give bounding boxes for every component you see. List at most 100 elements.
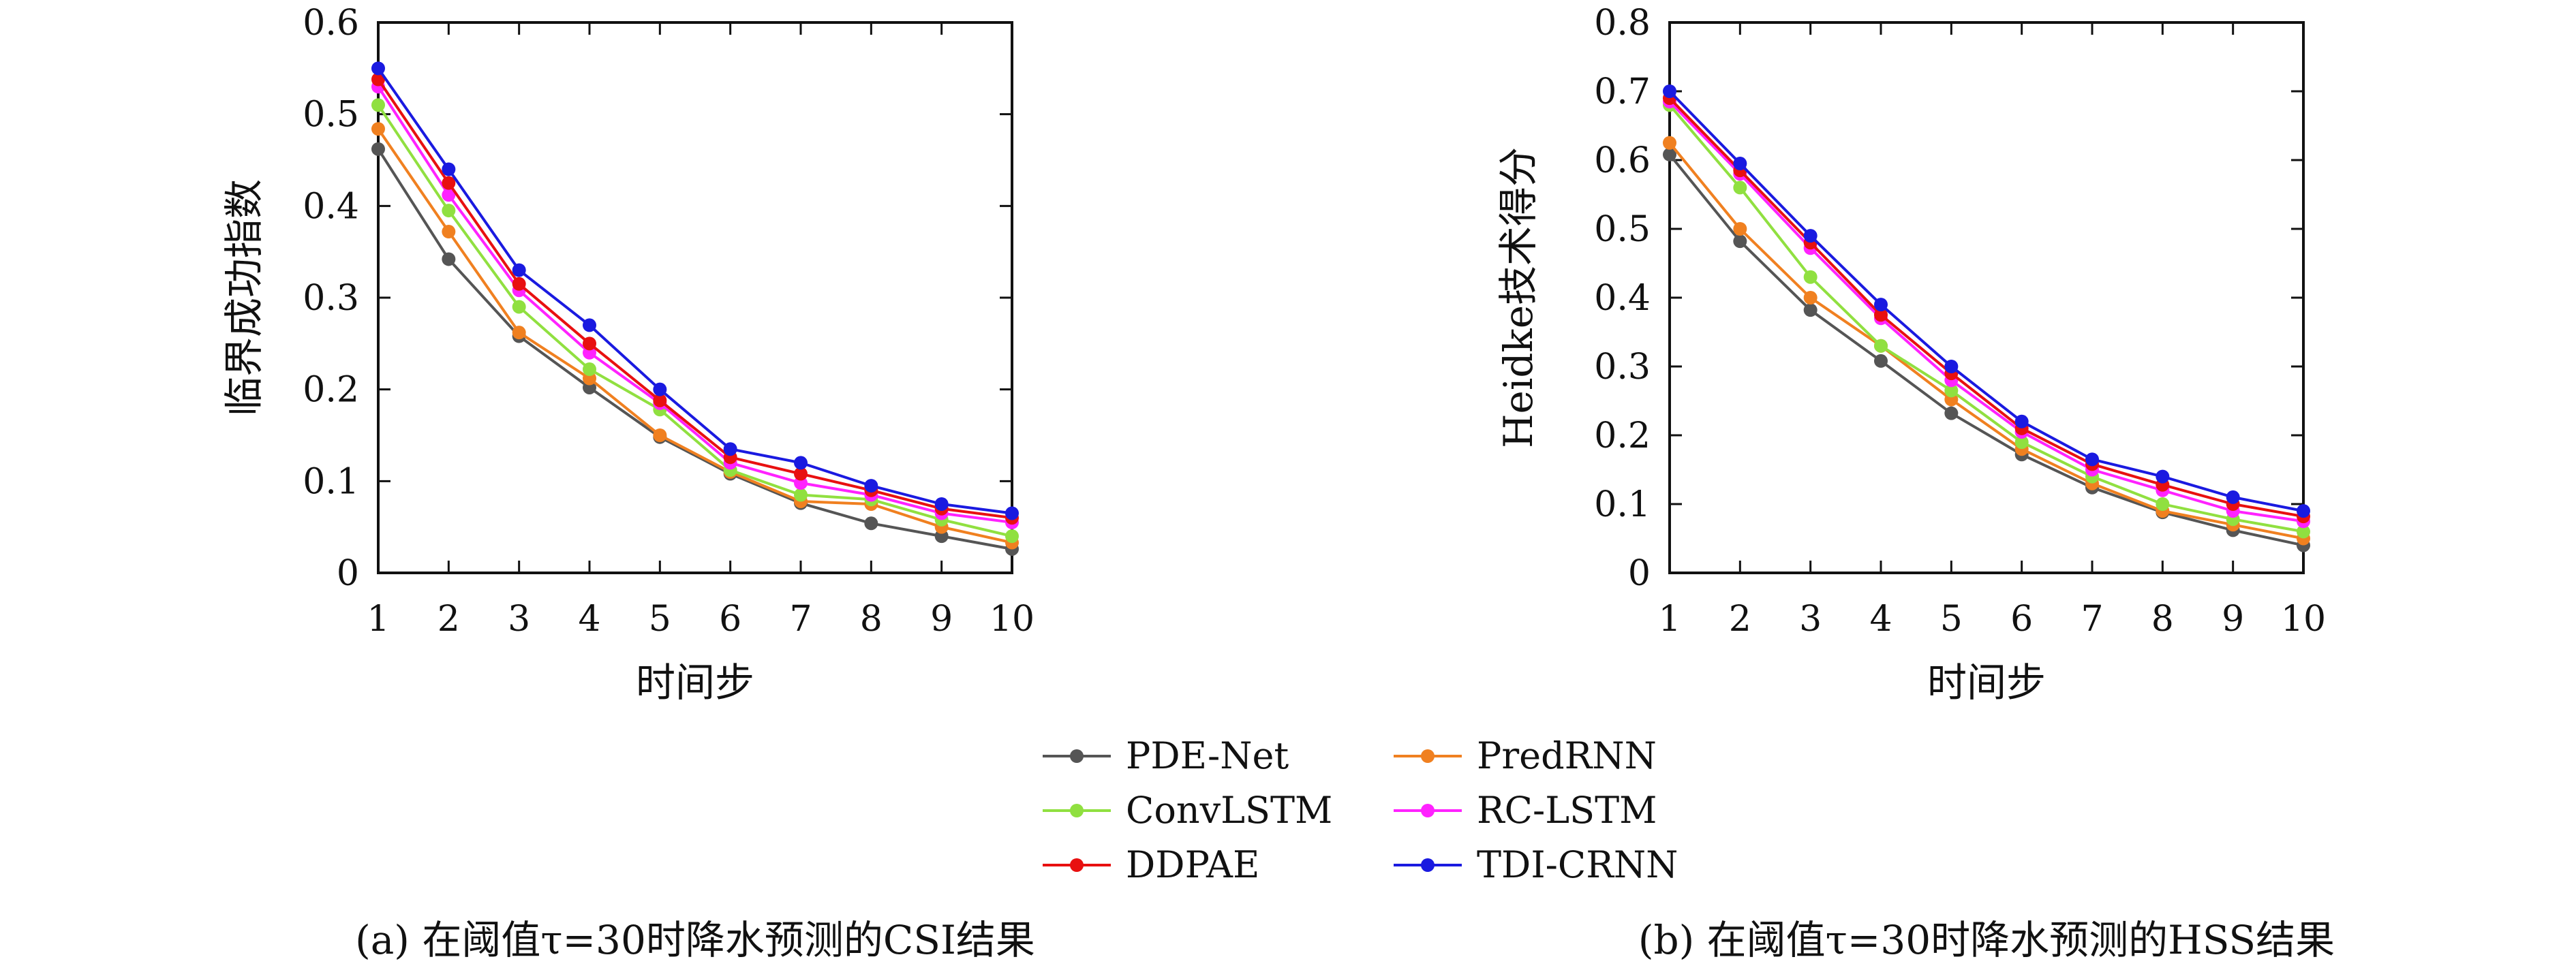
data-point-ddpae	[583, 337, 596, 351]
series-group	[1663, 84, 2310, 552]
x-tick-label: 8	[860, 599, 883, 640]
y-tick-label: 0.6	[1594, 140, 1651, 181]
data-point-convlstm	[2014, 435, 2029, 450]
data-point-tdi-crnn	[2226, 490, 2240, 504]
legend-marker	[1421, 804, 1435, 817]
legend-item-predrnn: PredRNN	[1394, 734, 1657, 777]
series-line-tdi-crnn	[1668, 90, 2304, 513]
x-tick-label: 9	[930, 599, 953, 640]
legend-marker	[1421, 858, 1435, 872]
data-point-tdi-crnn	[1733, 157, 1747, 171]
x-tick-label: 10	[2281, 599, 2326, 640]
data-point-predrnn	[1803, 291, 1818, 304]
y-tick-label: 0.5	[1594, 209, 1651, 250]
data-point-predrnn	[512, 326, 526, 340]
x-tick-label: 9	[2222, 599, 2244, 640]
data-point-tdi-crnn	[512, 263, 526, 277]
x-axis-label: 时间步	[1927, 659, 2046, 706]
x-tick-label: 10	[990, 599, 1034, 640]
y-tick-label: 0.6	[303, 3, 359, 44]
data-point-pde-net	[371, 142, 385, 156]
y-tick-label: 0.2	[303, 370, 359, 411]
x-tick-label: 8	[2151, 599, 2174, 640]
x-tick-label: 2	[1729, 599, 1751, 640]
data-point-pde-net	[442, 252, 456, 266]
y-axis-label: Heidke技术得分	[1495, 147, 1542, 448]
data-point-tdi-crnn	[442, 162, 456, 176]
data-point-convlstm	[794, 488, 808, 502]
series-line-tdi-crnn	[377, 67, 1013, 515]
data-point-tdi-crnn	[723, 442, 737, 456]
data-point-tdi-crnn	[2014, 414, 2029, 428]
legend-label: PredRNN	[1477, 734, 1657, 777]
data-point-ddpae	[512, 277, 526, 291]
data-point-ddpae	[371, 72, 385, 87]
data-point-tdi-crnn	[1803, 229, 1818, 243]
data-point-convlstm	[2156, 497, 2170, 511]
data-point-ddpae	[1874, 308, 1888, 322]
legend-label: PDE-Net	[1126, 734, 1289, 777]
legend-label: DDPAE	[1126, 843, 1259, 886]
y-tick-label: 0.4	[303, 186, 359, 227]
caption-b: (b) 在阈值τ=30时降水预测的HSS结果	[1638, 917, 2335, 963]
legend-marker	[1070, 858, 1084, 872]
data-point-pde-net	[1944, 406, 1959, 420]
data-point-tdi-crnn	[794, 456, 808, 470]
data-point-convlstm	[512, 300, 526, 314]
data-point-tdi-crnn	[371, 61, 385, 76]
series-tdi-crnn	[371, 61, 1019, 520]
chart-panel-hss: 0 0.1 0.2 0.3 0.4 0.5 0.6 0.7 0.8 1 2 3 4 5 6 7 8 9 10 He…	[1495, 3, 2335, 963]
legend-label: ConvLSTM	[1126, 789, 1332, 832]
series-line-convlstm	[377, 104, 1013, 538]
data-point-convlstm	[1005, 529, 1019, 544]
data-point-pde-net	[1874, 354, 1888, 368]
data-point-convlstm	[2297, 525, 2310, 539]
legend: PDE-Net PredRNN ConvLSTM RC-LSTM DDPAE TDI-CR…	[1043, 734, 1678, 886]
x-axis-ticks: 1 2 3 4 5 6 7 8 9 10	[1658, 22, 2326, 640]
series-tdi-crnn	[1663, 84, 2310, 518]
data-point-predrnn	[1663, 136, 1676, 150]
legend-label: RC-LSTM	[1477, 789, 1657, 832]
series-line-pde-net	[377, 148, 1013, 550]
x-tick-label: 4	[578, 599, 600, 640]
data-point-tdi-crnn	[1005, 506, 1019, 520]
series-convlstm	[1663, 98, 2310, 539]
legend-marker	[1421, 749, 1435, 763]
y-tick-label: 0.1	[303, 461, 359, 502]
caption-a: (a) 在阈值τ=30时降水预测的CSI结果	[355, 917, 1035, 963]
data-point-tdi-crnn	[1874, 298, 1888, 312]
data-point-pde-net	[1663, 147, 1676, 161]
data-point-tdi-crnn	[2085, 452, 2099, 467]
legend-marker	[1070, 804, 1084, 817]
y-axis-ticks: 0 0.1 0.2 0.3 0.4 0.5 0.6	[303, 3, 1012, 594]
series-rc-lstm	[371, 80, 1019, 529]
data-point-convlstm	[1803, 270, 1818, 284]
x-tick-label: 6	[2010, 599, 2033, 640]
y-tick-label: 0	[1628, 553, 1651, 594]
series-line-pde-net	[1668, 153, 2304, 547]
x-tick-label: 5	[649, 599, 671, 640]
y-axis-label: 临界成功指数	[221, 179, 267, 416]
series-line-ddpae	[1668, 97, 2304, 518]
legend-item-tdi-crnn: TDI-CRNN	[1394, 843, 1678, 886]
legend-item-convlstm: ConvLSTM	[1043, 789, 1332, 832]
series-rc-lstm	[1663, 95, 2310, 529]
series-group	[371, 61, 1019, 556]
x-tick-label: 7	[789, 599, 812, 640]
data-point-tdi-crnn	[583, 318, 596, 332]
data-point-tdi-crnn	[2297, 504, 2310, 518]
y-tick-label: 0	[337, 553, 359, 594]
series-line-rc-lstm	[1668, 100, 2304, 523]
series-line-predrnn	[1668, 142, 2304, 540]
x-tick-label: 1	[367, 599, 389, 640]
series-pde-net	[371, 142, 1019, 556]
data-point-tdi-crnn	[934, 497, 949, 511]
y-tick-label: 0.5	[303, 95, 359, 136]
legend-item-ddpae: DDPAE	[1043, 843, 1259, 886]
data-point-ddpae	[653, 393, 667, 407]
data-point-pde-net	[864, 516, 878, 531]
data-point-rc-lstm	[442, 188, 456, 202]
x-tick-label: 7	[2081, 599, 2103, 640]
data-point-predrnn	[653, 428, 667, 442]
